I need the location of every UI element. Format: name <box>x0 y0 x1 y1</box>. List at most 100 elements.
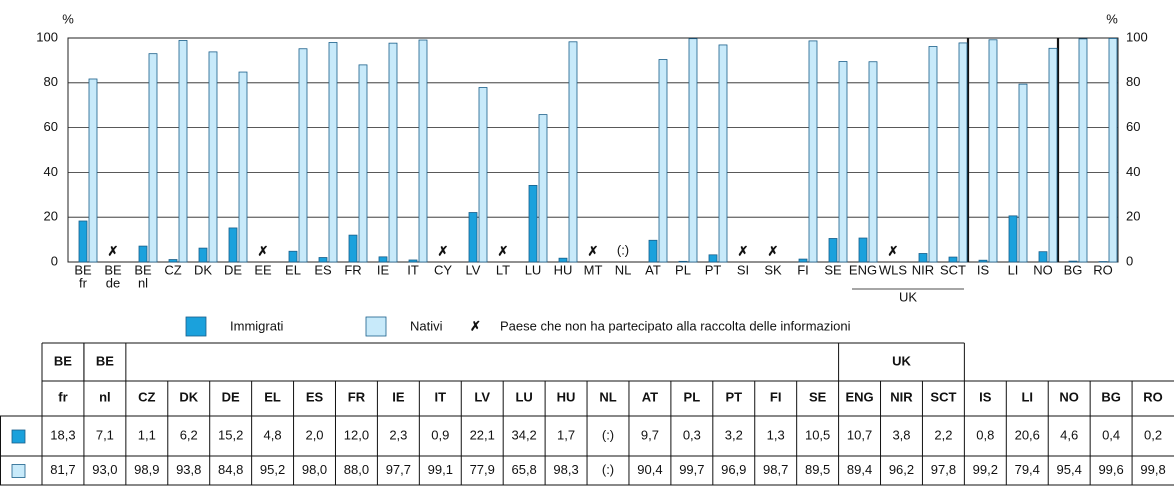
group-label: UK <box>899 289 917 304</box>
table-cell: 97,7 <box>386 462 411 477</box>
table-header: fr <box>58 389 67 404</box>
bar <box>798 258 808 263</box>
table-header: SE <box>809 389 827 404</box>
legend-marker: ✗ <box>470 318 481 333</box>
legend-label: Nativi <box>410 318 443 333</box>
bar <box>288 250 298 263</box>
table-header: AT <box>642 389 658 404</box>
bar <box>1078 38 1088 263</box>
y-unit: % <box>62 11 74 26</box>
bar <box>868 61 878 263</box>
table-header: nl <box>99 389 111 404</box>
bar <box>328 42 338 263</box>
bar <box>478 87 488 263</box>
bar <box>718 44 728 263</box>
y2-tick-label: 80 <box>1126 74 1140 89</box>
table-cell: 96,9 <box>721 462 746 477</box>
x-tick-label: SCT <box>940 262 966 277</box>
table-cell: 88,0 <box>344 462 369 477</box>
y-tick-label: 80 <box>44 74 58 89</box>
table-cell: 1,3 <box>767 427 785 442</box>
table-cell: 89,4 <box>847 462 872 477</box>
table-header: BE <box>54 353 72 368</box>
table-header: ENG <box>845 389 873 404</box>
bar <box>468 212 478 263</box>
bar <box>138 245 148 263</box>
table-cell: 18,3 <box>50 427 75 442</box>
table-cell: 2,2 <box>934 427 952 442</box>
bar <box>1008 215 1018 263</box>
table-cell: (:) <box>602 462 614 477</box>
table-cell: 6,2 <box>180 427 198 442</box>
table-header: FI <box>770 389 782 404</box>
bar <box>318 257 328 263</box>
table-cell: 7,1 <box>96 427 114 442</box>
y2-tick-label: 0 <box>1126 253 1133 268</box>
table-cell: 0,3 <box>683 427 701 442</box>
bar <box>1038 251 1048 263</box>
y-tick-label: 20 <box>44 209 58 224</box>
table-cell: 2,3 <box>389 427 407 442</box>
bar <box>568 41 578 263</box>
table-cell: 81,7 <box>50 462 75 477</box>
table-cell: 84,8 <box>218 462 243 477</box>
x-tick-label: FR <box>344 262 361 277</box>
x-tick-label: DK <box>194 262 212 277</box>
legend-label: Immigrati <box>230 318 284 333</box>
table-cell: 99,6 <box>1098 462 1123 477</box>
table-cell: 0,8 <box>976 427 994 442</box>
table-cell: 2,0 <box>305 427 323 442</box>
bar <box>168 259 178 263</box>
table-cell: 98,7 <box>763 462 788 477</box>
table-header: RO <box>1143 389 1163 404</box>
bar <box>678 260 688 263</box>
x-tick-label: IT <box>407 262 419 277</box>
table-cell: 65,8 <box>511 462 536 477</box>
x-tick-label: DE <box>224 262 242 277</box>
table-cell: 77,9 <box>470 462 495 477</box>
x-tick-label: BE <box>74 262 92 277</box>
table-cell: 90,4 <box>637 462 662 477</box>
bar <box>838 61 848 263</box>
table-header: NIR <box>890 389 913 404</box>
table-header: IE <box>392 389 405 404</box>
table-cell: 98,9 <box>134 462 159 477</box>
x-tick-label: NO <box>1033 262 1053 277</box>
y-tick-label: 0 <box>51 253 58 268</box>
x-tick-sublabel: nl <box>138 275 148 290</box>
bar <box>178 40 188 263</box>
table-header: DE <box>222 389 240 404</box>
x-tick-label: PT <box>705 262 722 277</box>
bar <box>298 48 308 263</box>
table-cell: 4,6 <box>1060 427 1078 442</box>
missing-marker: ✗ <box>588 243 599 258</box>
table-cell: 9,7 <box>641 427 659 442</box>
missing-marker: ✗ <box>438 243 449 258</box>
bar <box>658 59 668 263</box>
table-cell: 0,4 <box>1102 427 1120 442</box>
missing-marker: ✗ <box>498 243 509 258</box>
x-tick-sublabel: fr <box>79 275 88 290</box>
bar <box>648 239 658 263</box>
bar <box>988 39 998 263</box>
x-tick-label: AT <box>645 262 661 277</box>
table-cell: 99,7 <box>679 462 704 477</box>
table-cell: 95,2 <box>260 462 285 477</box>
bar <box>538 114 548 263</box>
bar <box>928 46 938 263</box>
table-header: SCT <box>930 389 956 404</box>
x-tick-label: CY <box>434 262 452 277</box>
y-tick-label: 40 <box>44 164 58 179</box>
missing-marker: ✗ <box>768 243 779 258</box>
bar <box>348 234 358 263</box>
table-cell: 15,2 <box>218 427 243 442</box>
bar <box>978 259 988 263</box>
bar <box>808 40 818 263</box>
y2-tick-label: 100 <box>1126 29 1148 44</box>
missing-marker: ✗ <box>888 243 899 258</box>
bar <box>1018 83 1028 263</box>
x-tick-label: BE <box>134 262 152 277</box>
bar <box>238 71 248 263</box>
table-cell: 1,1 <box>138 427 156 442</box>
x-tick-label: BE <box>104 262 122 277</box>
